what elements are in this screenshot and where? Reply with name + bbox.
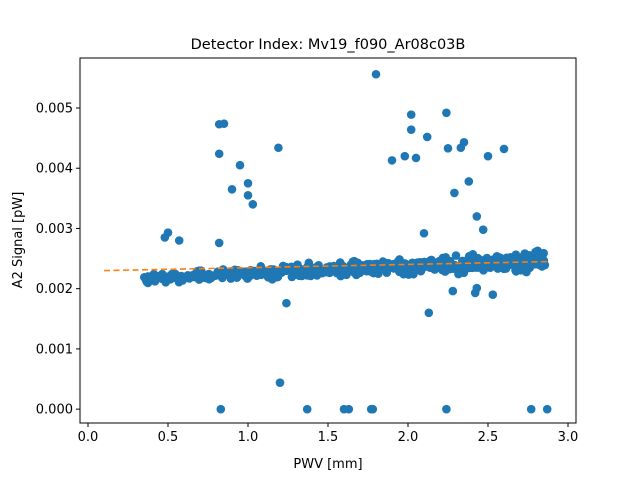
data-point	[214, 238, 224, 248]
data-point	[393, 257, 403, 266]
x-tick-label: 1.5	[318, 430, 339, 445]
data-point	[216, 404, 226, 414]
fit-line	[103, 260, 549, 272]
data-points	[139, 69, 552, 414]
x-axis-ticks: 0.0 0.5 1.0 1.5 2.0 2.5 3.0	[78, 423, 579, 445]
data-point	[467, 257, 476, 267]
data-point	[443, 144, 453, 153]
data-point	[227, 185, 237, 194]
data-point	[478, 225, 488, 234]
data-point	[248, 200, 258, 209]
data-point	[400, 151, 410, 161]
data-point	[472, 212, 482, 221]
data-point	[146, 273, 156, 282]
data-point	[526, 257, 536, 266]
data-point	[411, 153, 421, 163]
y-tick-label: 0.001	[36, 342, 73, 357]
data-point	[279, 266, 289, 276]
data-point	[526, 404, 536, 414]
data-point	[243, 191, 253, 200]
data-point	[164, 272, 174, 282]
data-point	[235, 160, 245, 170]
data-point	[492, 251, 502, 261]
data-point	[459, 138, 469, 147]
chart-title: Detector Index: Mv19_f090_Ar08c03B	[191, 37, 466, 53]
data-point	[177, 275, 187, 285]
x-axis-title: PWV [mm]	[293, 457, 362, 472]
data-point	[240, 271, 250, 280]
data-point	[450, 188, 459, 198]
data-point	[174, 236, 184, 245]
data-point	[468, 250, 478, 259]
x-tick-label: 2.5	[478, 430, 499, 445]
data-point	[422, 132, 432, 142]
data-point	[524, 250, 534, 260]
data-point	[492, 263, 502, 272]
data-point	[243, 178, 253, 188]
data-point	[499, 144, 509, 154]
data-point	[274, 143, 283, 153]
x-tick-label: 0.0	[78, 430, 99, 445]
data-point	[382, 265, 391, 275]
x-tick-label: 2.0	[398, 430, 419, 445]
data-point	[344, 404, 354, 414]
data-point	[250, 266, 260, 276]
data-point	[415, 258, 425, 267]
data-point	[294, 271, 304, 281]
data-point	[387, 156, 397, 165]
data-point	[454, 269, 463, 279]
data-point	[362, 259, 372, 269]
y-axis-title: A2 Signal [pW]	[11, 192, 26, 289]
data-point	[539, 248, 548, 258]
data-point	[448, 286, 458, 296]
x-tick-label: 3.0	[558, 430, 579, 445]
data-point	[423, 258, 433, 268]
data-point	[488, 290, 498, 300]
data-point	[424, 308, 434, 318]
data-point	[371, 69, 381, 79]
data-point	[479, 262, 489, 272]
y-tick-label: 0.002	[36, 282, 73, 297]
data-point	[464, 177, 474, 186]
data-point	[542, 404, 552, 414]
data-point	[330, 262, 340, 272]
data-point	[442, 404, 451, 414]
data-point	[442, 108, 451, 118]
data-point	[406, 125, 416, 134]
data-point	[212, 270, 221, 279]
data-point	[271, 268, 281, 277]
data-point	[256, 261, 266, 271]
data-point	[451, 251, 461, 260]
fit-line-layer	[103, 260, 549, 272]
data-point	[472, 283, 482, 293]
data-point	[219, 119, 229, 128]
data-point	[483, 151, 493, 161]
data-point	[312, 265, 322, 275]
data-point	[302, 404, 312, 414]
data-point	[458, 262, 468, 272]
data-point	[163, 228, 173, 237]
y-tick-label: 0.005	[36, 101, 73, 116]
data-point	[275, 378, 285, 387]
y-tick-label: 0.003	[36, 222, 73, 237]
data-point	[287, 272, 297, 282]
x-tick-label: 1.0	[238, 430, 259, 445]
data-point	[448, 260, 458, 270]
data-point	[515, 257, 525, 267]
data-point	[409, 269, 418, 279]
data-point	[196, 266, 206, 275]
y-axis-ticks: 0.000 0.001 0.002 0.003 0.004 0.005	[36, 101, 80, 418]
data-point	[214, 149, 224, 159]
x-tick-label: 0.5	[158, 430, 179, 445]
data-point	[263, 272, 273, 282]
y-tick-label: 0.004	[36, 162, 73, 177]
data-point	[282, 298, 291, 308]
y-tick-label: 0.000	[36, 403, 73, 418]
data-point	[368, 404, 378, 414]
data-point	[419, 228, 429, 238]
data-point	[320, 267, 330, 276]
data-point	[406, 110, 416, 119]
